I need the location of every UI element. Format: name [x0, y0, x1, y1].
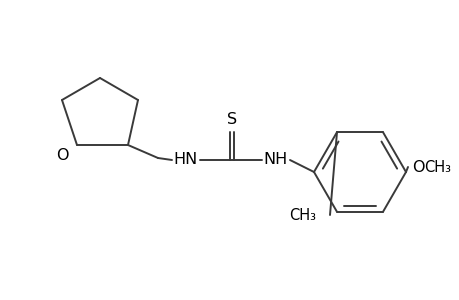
- Text: CH₃: CH₃: [288, 208, 315, 223]
- Text: HN: HN: [174, 152, 198, 167]
- Text: CH₃: CH₃: [424, 160, 451, 175]
- Text: S: S: [226, 112, 236, 128]
- Text: O: O: [56, 148, 68, 163]
- Text: O: O: [411, 160, 423, 175]
- Text: NH: NH: [263, 152, 287, 167]
